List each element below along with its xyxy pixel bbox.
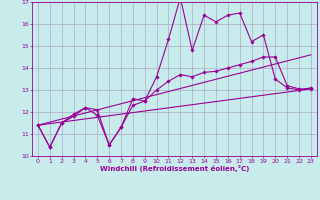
X-axis label: Windchill (Refroidissement éolien,°C): Windchill (Refroidissement éolien,°C) — [100, 165, 249, 172]
